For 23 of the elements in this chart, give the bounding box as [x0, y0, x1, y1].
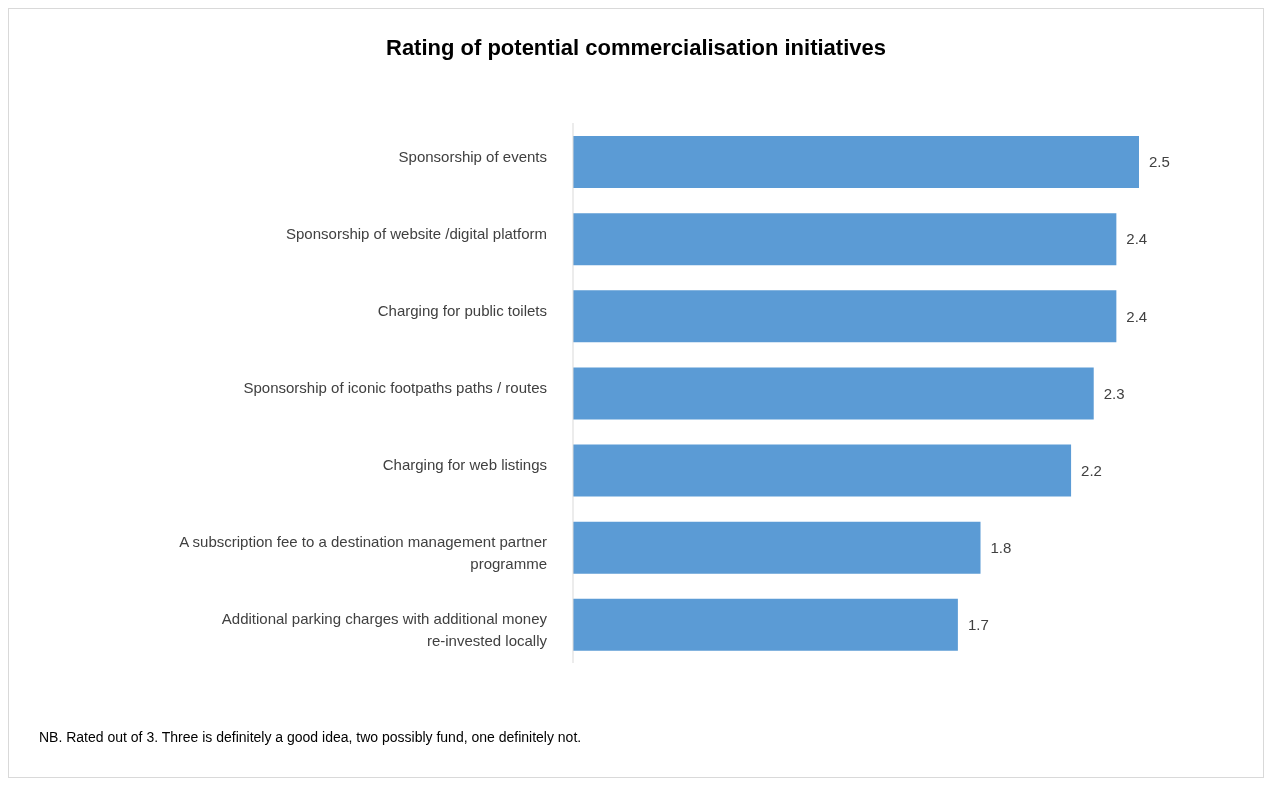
y-tick-label: Additional parking charges with additional money re-invested locally	[221, 610, 548, 650]
data-label: 1.8	[990, 539, 1012, 557]
data-label: 1.7	[967, 616, 989, 634]
data-label: 2.5	[1149, 153, 1170, 171]
bar	[573, 521, 981, 574]
bar	[573, 367, 1094, 420]
chart-title: Rating of potential commercialisation initiatives	[385, 34, 887, 62]
data-label: 2.2	[1081, 461, 1102, 479]
y-tick-label: A subscription fee to a destination management partner programme	[179, 533, 547, 573]
bar	[573, 136, 1139, 188]
y-tick-label: Sponsorship of website /digital platform	[286, 224, 547, 242]
bar	[573, 444, 1072, 497]
data-label: 2.4	[1126, 230, 1148, 248]
bar	[573, 213, 1117, 266]
data-label: 2.4	[1126, 307, 1148, 325]
y-tick-label: Charging for web listings	[382, 456, 547, 474]
y-tick-label: Sponsorship of events	[398, 147, 547, 165]
y-tick-label: Charging for public toilets	[377, 301, 547, 319]
text: NB. Rated out of 3. Three is definitely a good idea, two possibly fund, one definitely not.	[39, 729, 582, 745]
data-label: 2.3	[1103, 384, 1125, 402]
bar	[573, 290, 1117, 343]
y-tick-label: Sponsorship of iconic footpaths paths / routes	[243, 379, 547, 396]
bar	[573, 598, 958, 651]
